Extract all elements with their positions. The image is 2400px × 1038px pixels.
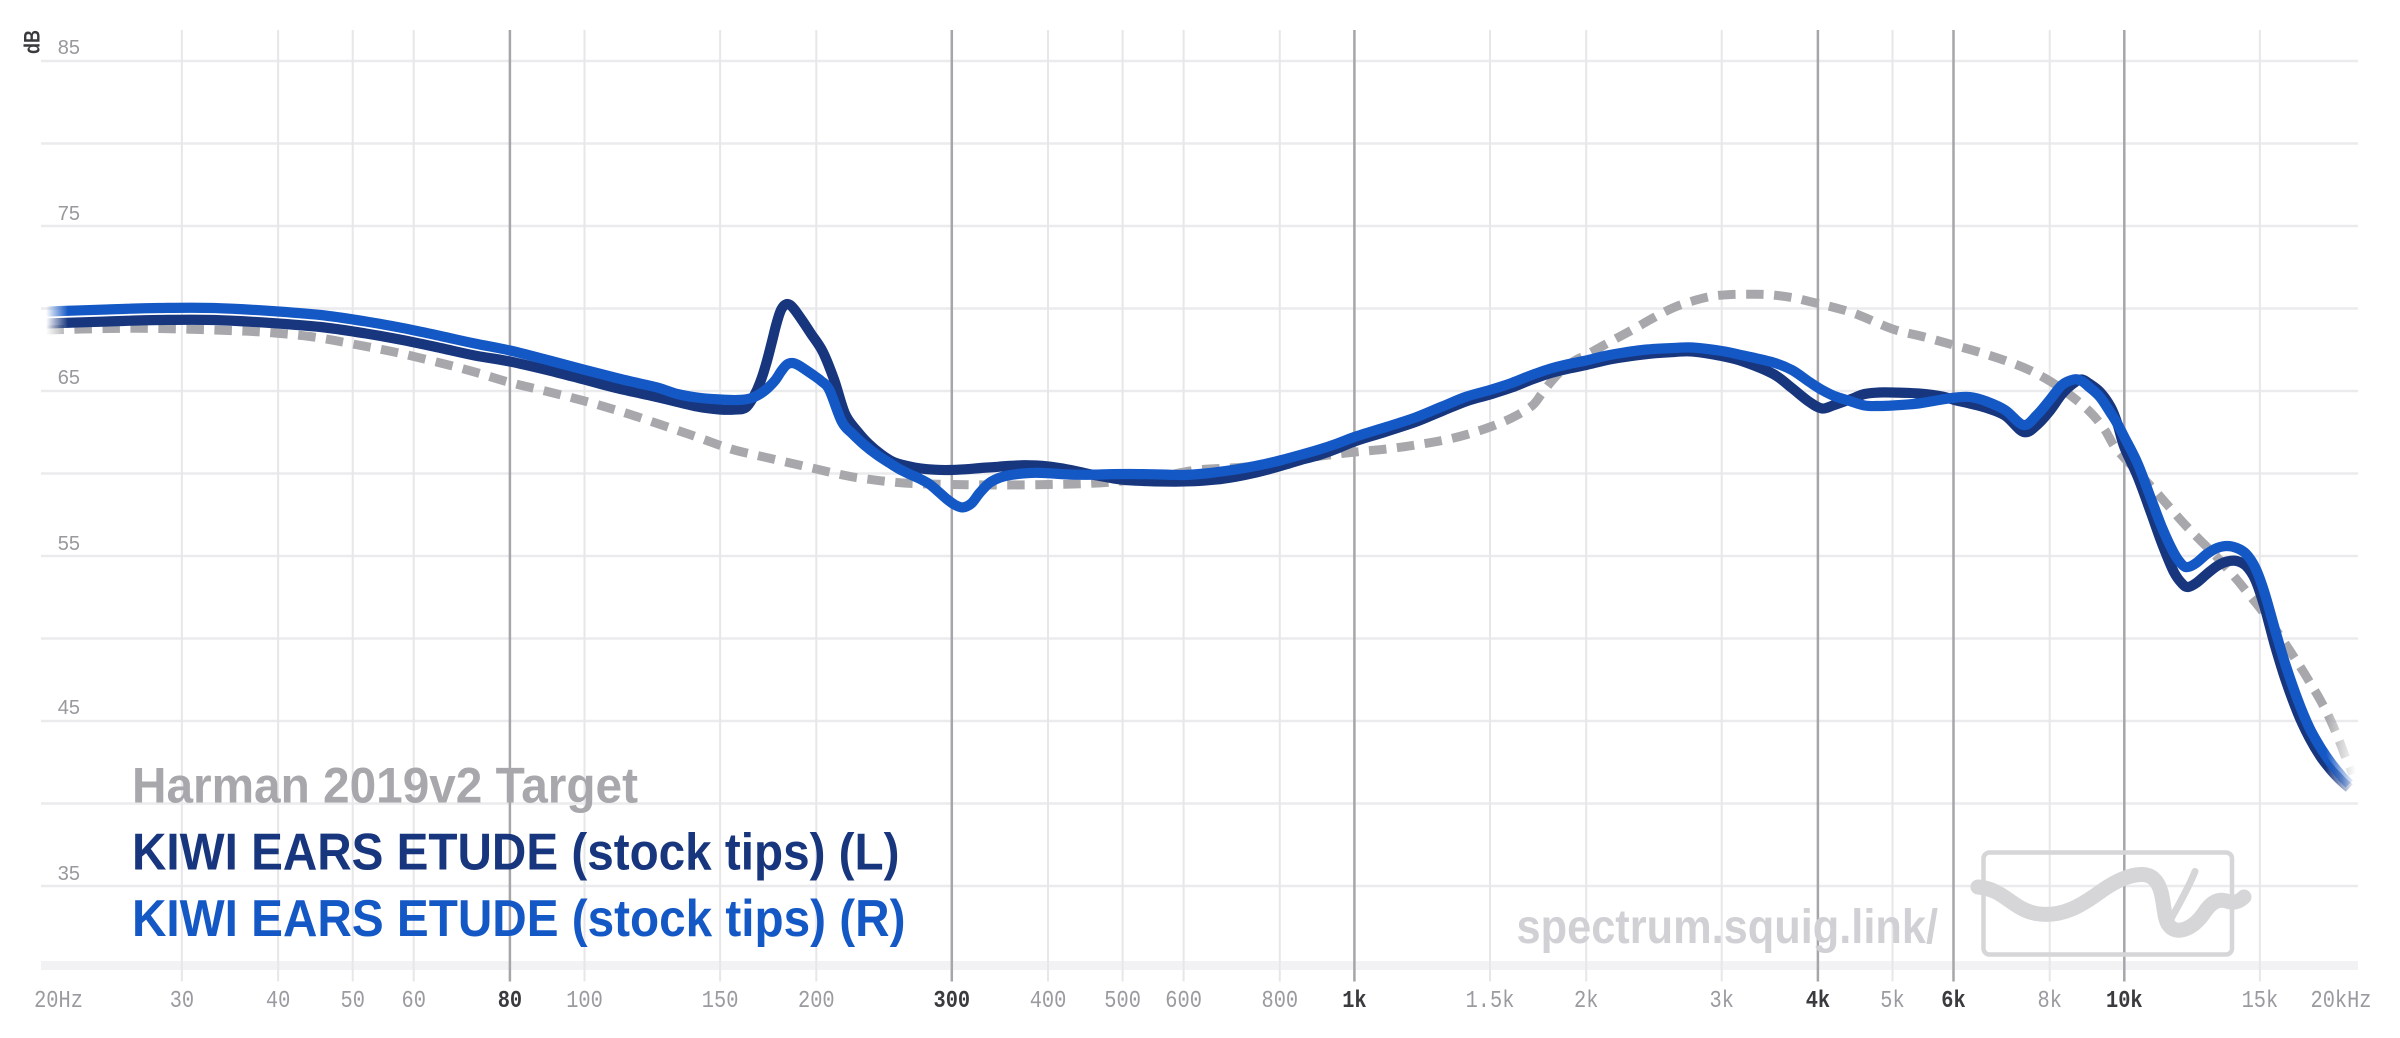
svg-text:75: 75: [58, 203, 80, 225]
svg-text:KIWI EARS ETUDE (stock tips) (: KIWI EARS ETUDE (stock tips) (L): [132, 823, 900, 881]
svg-text:10k: 10k: [2106, 988, 2143, 1015]
svg-text:2k: 2k: [1574, 988, 1598, 1015]
svg-text:100: 100: [566, 988, 603, 1015]
svg-text:300: 300: [934, 988, 971, 1015]
svg-text:spectrum.squig.link/: spectrum.squig.link/: [1517, 901, 1939, 954]
svg-text:3k: 3k: [1710, 988, 1734, 1015]
svg-text:55: 55: [58, 533, 80, 555]
svg-text:40: 40: [266, 988, 290, 1015]
svg-text:dB: dB: [20, 30, 45, 54]
svg-text:Harman 2019v2 Target: Harman 2019v2 Target: [132, 758, 638, 814]
svg-text:30: 30: [170, 988, 194, 1015]
svg-text:5k: 5k: [1880, 988, 1904, 1015]
svg-text:800: 800: [1262, 988, 1299, 1015]
svg-text:1k: 1k: [1342, 988, 1367, 1015]
svg-text:KIWI EARS ETUDE (stock tips) (: KIWI EARS ETUDE (stock tips) (R): [132, 889, 906, 947]
svg-text:150: 150: [702, 988, 739, 1015]
svg-text:45: 45: [58, 697, 80, 719]
svg-text:500: 500: [1104, 988, 1141, 1015]
svg-text:60: 60: [402, 988, 426, 1015]
svg-text:15k: 15k: [2242, 988, 2279, 1015]
svg-text:20Hz: 20Hz: [34, 988, 83, 1015]
svg-text:600: 600: [1165, 988, 1202, 1015]
svg-text:85: 85: [58, 37, 80, 59]
svg-text:20kHz: 20kHz: [2311, 988, 2372, 1015]
svg-text:200: 200: [798, 988, 835, 1015]
svg-text:80: 80: [498, 988, 522, 1015]
svg-text:65: 65: [58, 367, 80, 389]
svg-text:35: 35: [58, 863, 80, 885]
svg-text:50: 50: [341, 988, 365, 1015]
svg-text:400: 400: [1030, 988, 1067, 1015]
svg-text:1.5k: 1.5k: [1466, 988, 1515, 1015]
svg-text:4k: 4k: [1806, 988, 1831, 1015]
svg-text:6k: 6k: [1941, 988, 1966, 1015]
svg-text:8k: 8k: [2038, 988, 2062, 1015]
